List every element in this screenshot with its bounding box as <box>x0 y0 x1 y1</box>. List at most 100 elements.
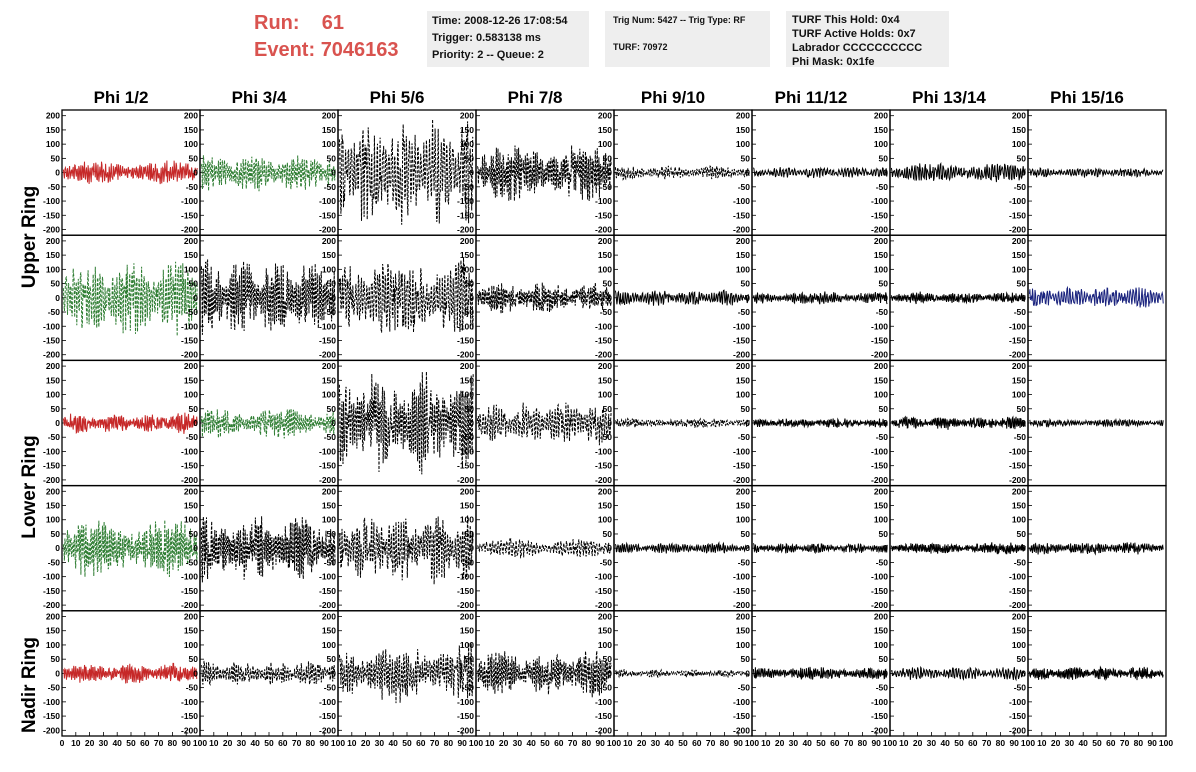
y-tick-label: 0 <box>883 168 888 178</box>
x-tick-label: 90 <box>871 738 881 748</box>
y-tick-label: -200 <box>181 225 198 235</box>
waveform-panel: 200 150 100 50 0 -50 -100 -150 -200 <box>43 484 201 612</box>
waveform-panel: 200 150 100 50 0 -50 -100 -150 -200 <box>871 359 1029 487</box>
y-tick-label: -100 <box>457 572 474 582</box>
y-tick-label: -200 <box>733 725 750 735</box>
waveform-line <box>752 291 888 305</box>
x-tick-label: 100 <box>745 738 759 748</box>
event-label: Event: <box>254 39 316 61</box>
y-tick-label: 0 <box>193 543 198 553</box>
column-header: Phi 7/8 <box>507 88 563 107</box>
y-tick-label: -150 <box>181 335 198 345</box>
y-tick-label: -200 <box>1009 600 1026 610</box>
y-tick-label: -50 <box>876 683 889 693</box>
x-tick-label: 10 <box>761 738 771 748</box>
y-tick-label: -150 <box>871 335 888 345</box>
turf-num-text: TURF: 70972 <box>613 42 668 52</box>
y-tick-label: -50 <box>462 683 475 693</box>
y-tick-label: -100 <box>43 321 60 331</box>
x-tick-label: 10 <box>71 738 81 748</box>
y-tick-label: -50 <box>738 432 751 442</box>
y-tick-label: -50 <box>876 557 889 567</box>
x-tick-label: 50 <box>264 738 274 748</box>
x-tick-label: 100 <box>469 738 483 748</box>
y-tick-label: 0 <box>745 418 750 428</box>
x-tick-label: 0 <box>60 738 65 748</box>
y-tick-label: 200 <box>46 486 60 496</box>
y-tick-label: -200 <box>595 600 612 610</box>
y-tick-label: -50 <box>324 182 337 192</box>
x-tick-label: 10 <box>899 738 909 748</box>
x-tick-label: 60 <box>554 738 564 748</box>
y-tick-label: -150 <box>733 586 750 596</box>
y-tick-label: -200 <box>43 475 60 485</box>
y-tick-label: 150 <box>874 501 888 511</box>
y-tick-label: -200 <box>871 225 888 235</box>
y-tick-label: -50 <box>600 683 613 693</box>
phi-mask-text: Phi Mask: 0x1fe <box>792 56 875 68</box>
y-tick-label: 150 <box>1012 626 1026 636</box>
x-tick-label: 30 <box>927 738 937 748</box>
x-tick-label: 30 <box>651 738 661 748</box>
y-tick-label: -100 <box>457 697 474 707</box>
y-tick-label: 200 <box>322 611 336 621</box>
y-tick-label: 200 <box>736 361 750 371</box>
y-tick-label: 200 <box>46 236 60 246</box>
x-tick-label: 50 <box>954 738 964 748</box>
column-header: Phi 5/6 <box>369 88 425 107</box>
waveform-panel: 200 150 100 50 0 -50 -100 -150 -200 <box>595 234 753 362</box>
y-tick-label: -200 <box>181 600 198 610</box>
y-tick-label: 0 <box>469 293 474 303</box>
y-tick-label: 100 <box>184 390 198 400</box>
y-tick-label: 0 <box>193 168 198 178</box>
y-tick-label: 150 <box>322 501 336 511</box>
y-tick-label: -100 <box>181 572 198 582</box>
y-tick-label: 200 <box>460 111 474 121</box>
y-tick-label: -100 <box>1009 697 1026 707</box>
y-tick-label: 50 <box>603 153 613 163</box>
y-tick-label: -200 <box>319 725 336 735</box>
y-tick-label: 0 <box>883 543 888 553</box>
y-tick-label: 100 <box>322 515 336 525</box>
y-tick-label: 200 <box>322 111 336 121</box>
x-tick-label: 60 <box>1106 738 1116 748</box>
y-tick-label: -150 <box>733 210 750 220</box>
waveform-panel: 200 150 100 50 0 -50 -100 -150 -200 <box>457 484 615 612</box>
y-tick-label: 200 <box>322 361 336 371</box>
y-tick-label: 150 <box>736 375 750 385</box>
y-tick-label: -200 <box>43 350 60 360</box>
y-tick-label: 200 <box>460 361 474 371</box>
y-tick-label: -200 <box>43 600 60 610</box>
y-tick-label: -150 <box>43 210 60 220</box>
y-tick-label: -100 <box>181 321 198 331</box>
y-tick-label: 200 <box>46 361 60 371</box>
y-tick-label: 100 <box>46 264 60 274</box>
y-tick-label: -150 <box>319 210 336 220</box>
y-tick-label: 100 <box>322 390 336 400</box>
y-tick-label: 0 <box>1021 168 1026 178</box>
y-tick-label: -100 <box>319 321 336 331</box>
y-tick-label: 100 <box>736 390 750 400</box>
y-tick-label: 100 <box>874 640 888 650</box>
y-tick-label: 150 <box>322 375 336 385</box>
x-tick-label: 70 <box>1120 738 1130 748</box>
x-tick-label: 10 <box>485 738 495 748</box>
y-tick-label: -150 <box>457 711 474 721</box>
waveform-panel: 200 150 100 50 0 -50 -100 -150 -200 <box>43 610 201 737</box>
y-tick-label: 200 <box>1012 361 1026 371</box>
waveform-panel: 200 150 100 50 0 -50 -100 -150 -200 <box>43 234 201 362</box>
y-tick-label: -150 <box>871 210 888 220</box>
y-tick-label: 0 <box>745 543 750 553</box>
y-tick-label: 100 <box>184 264 198 274</box>
y-tick-label: 150 <box>46 501 60 511</box>
y-tick-label: 50 <box>741 153 751 163</box>
x-tick-label: 100 <box>193 738 207 748</box>
y-tick-label: -200 <box>871 475 888 485</box>
y-tick-label: -50 <box>186 683 199 693</box>
y-tick-label: 100 <box>598 264 612 274</box>
y-tick-label: 200 <box>874 361 888 371</box>
waveform-line <box>62 412 198 435</box>
x-tick-label: 20 <box>1051 738 1061 748</box>
labrador-text: Labrador CCCCCCCCCC <box>792 42 923 54</box>
y-tick-label: 150 <box>736 626 750 636</box>
